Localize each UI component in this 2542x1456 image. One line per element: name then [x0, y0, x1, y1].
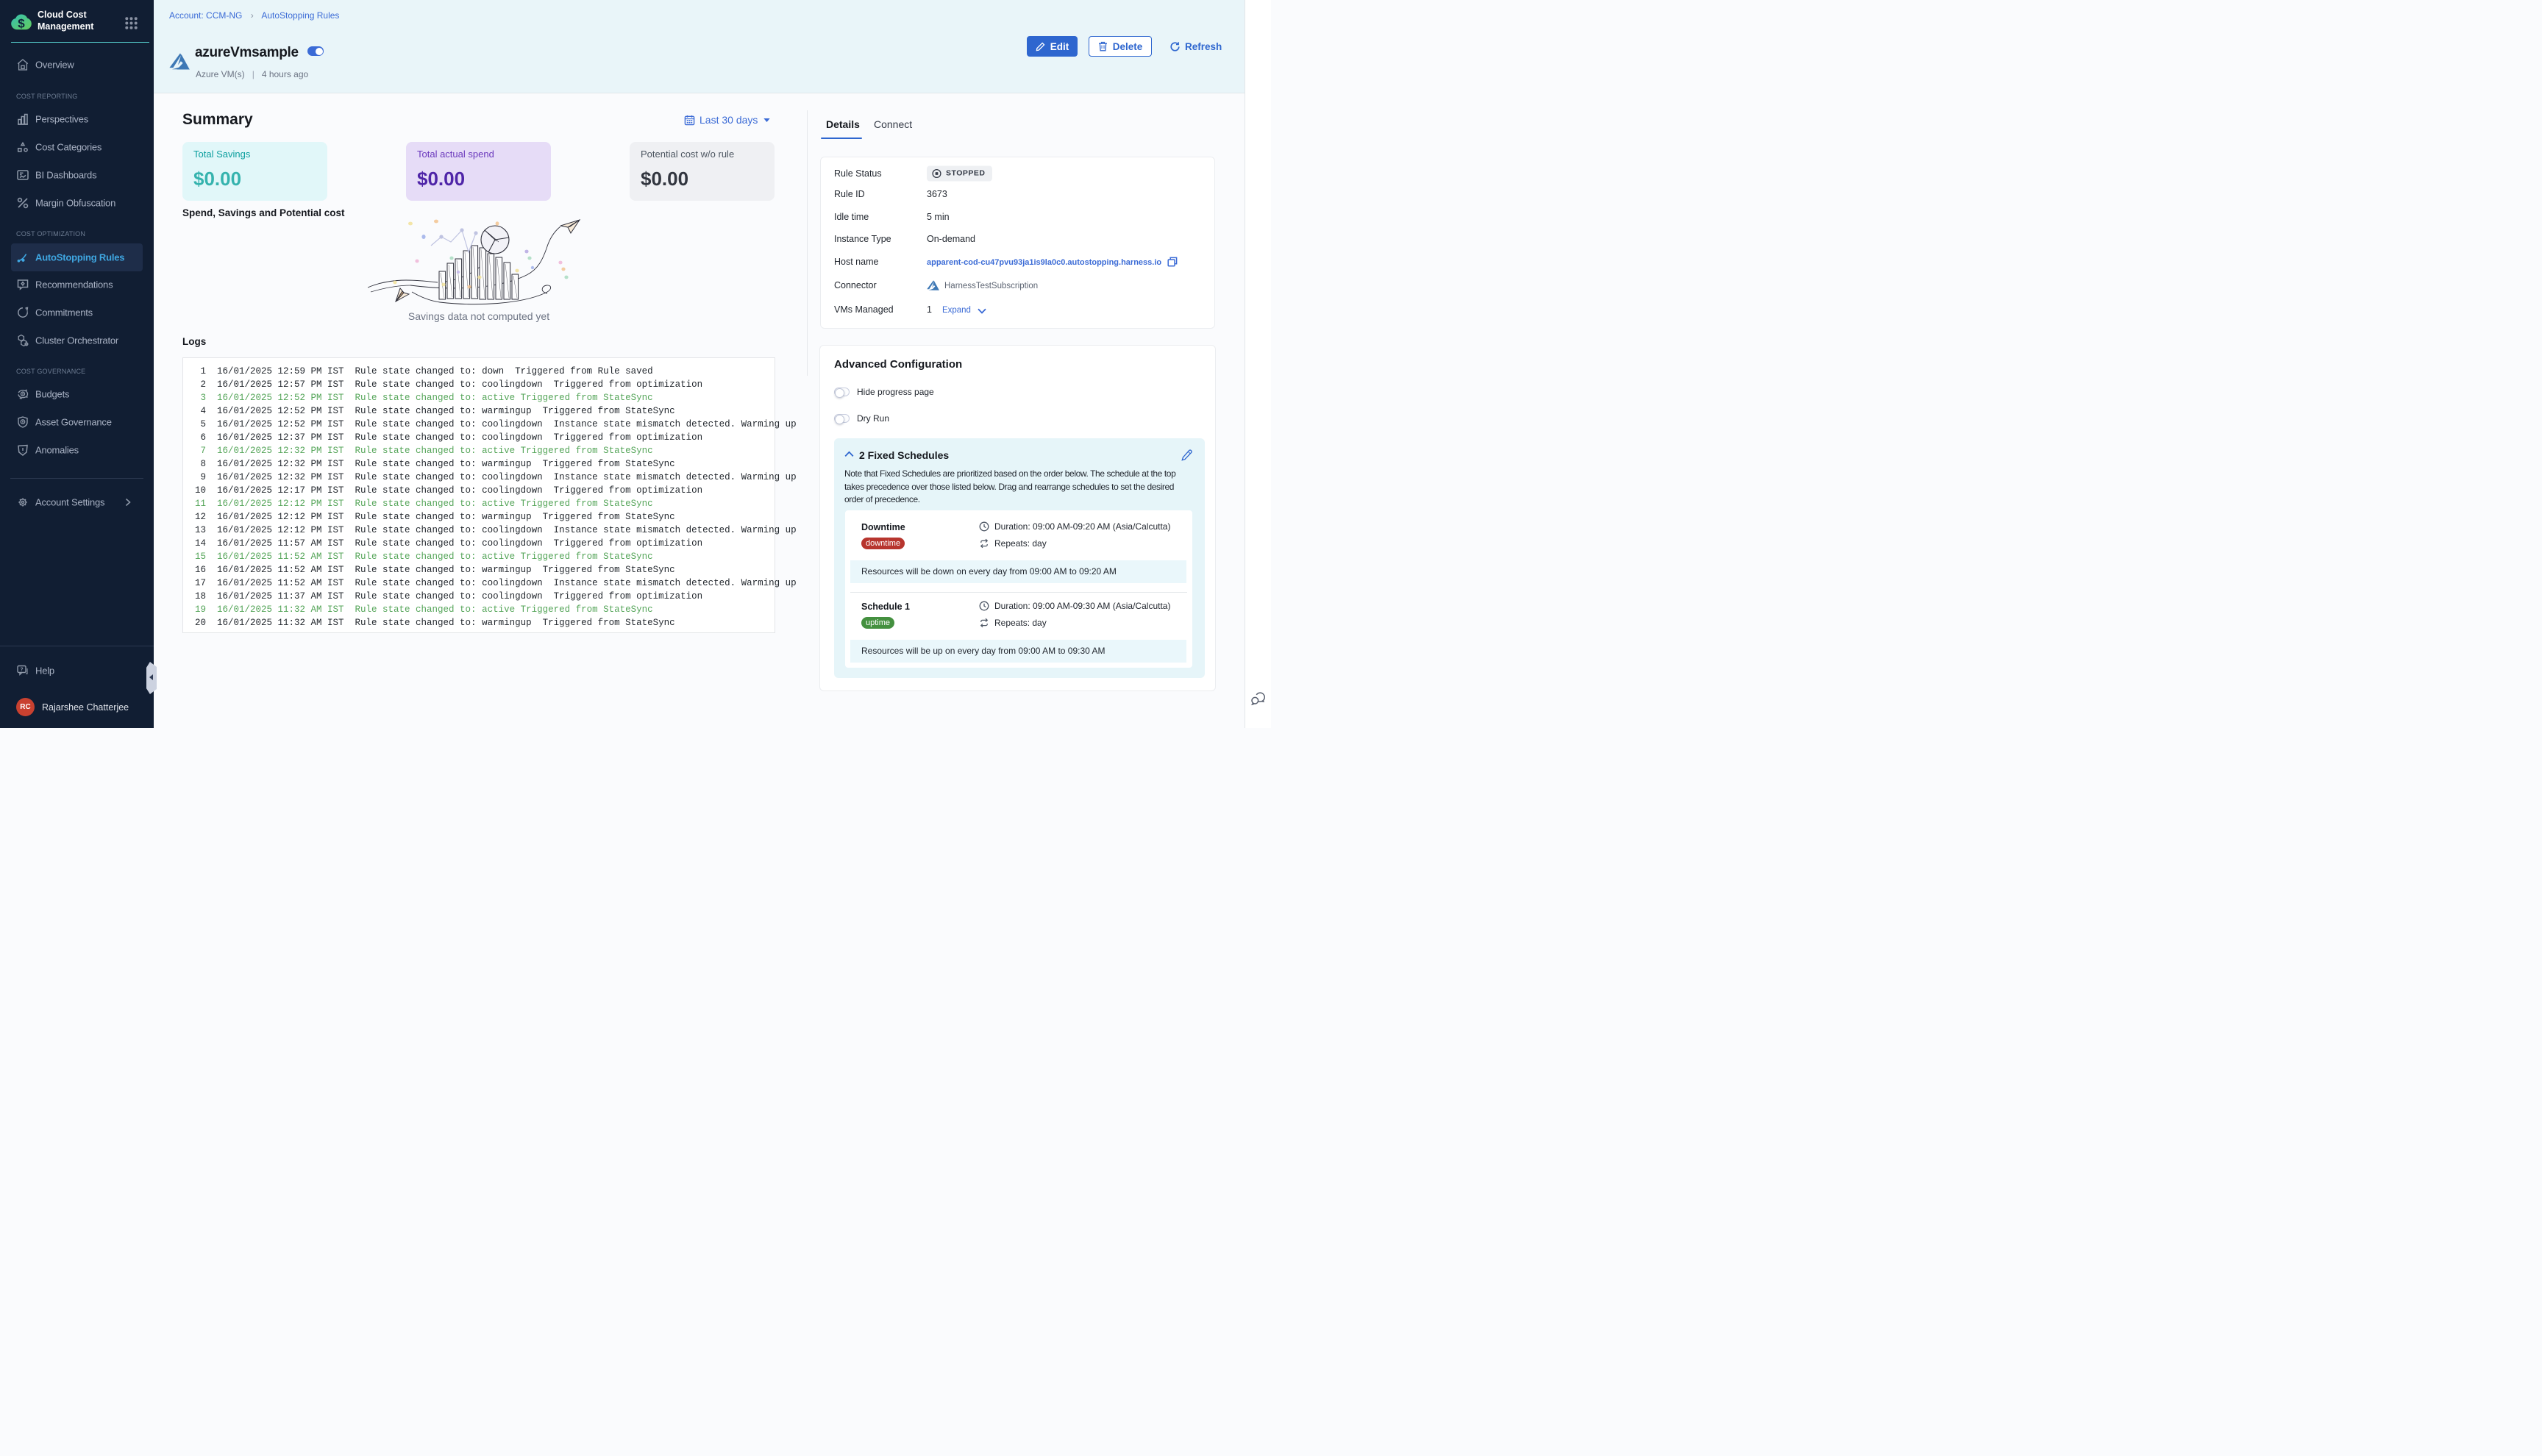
- svg-text:?: ?: [20, 667, 23, 672]
- svg-text:$: $: [18, 17, 25, 31]
